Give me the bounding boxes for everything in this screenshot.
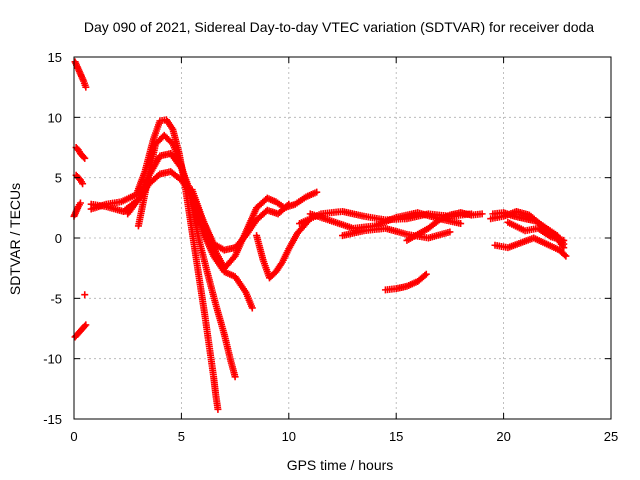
data-point	[422, 270, 430, 278]
data-point	[560, 236, 568, 244]
data-point	[421, 271, 429, 279]
x-tick-label: 20	[496, 429, 510, 444]
data-point	[313, 188, 321, 196]
data-point	[446, 228, 454, 236]
x-tick-label: 15	[389, 429, 403, 444]
data-point	[80, 153, 88, 161]
data-point	[561, 251, 569, 259]
series-arc-start-neg	[71, 321, 90, 341]
x-tick-label: 0	[70, 429, 77, 444]
data-point	[79, 180, 87, 188]
data-point	[81, 322, 89, 330]
data-point	[248, 304, 256, 312]
data-point	[76, 199, 84, 207]
x-tick-label: 5	[178, 429, 185, 444]
data-point	[457, 220, 465, 228]
x-tick-label: 25	[604, 429, 618, 444]
data-point	[81, 154, 89, 162]
series-arc-dip-mid	[253, 217, 312, 282]
grid	[74, 57, 611, 419]
series-arc-start-dot	[81, 291, 89, 299]
series-arc-negative-short	[381, 270, 430, 294]
series-arc-middle-band-3	[339, 224, 454, 242]
data-point	[560, 244, 568, 252]
y-axis-label: SDTVAR / TECUs	[7, 183, 23, 295]
series-arc-dip-valley	[188, 186, 321, 272]
series-arc-end-4	[504, 218, 568, 244]
y-tick-label: 0	[55, 231, 62, 246]
axis-ticks	[73, 56, 612, 420]
y-tick-label: 15	[48, 50, 62, 65]
data-point	[82, 83, 90, 91]
y-tick-label: -10	[43, 352, 62, 367]
data-point	[82, 321, 90, 329]
data-point	[214, 405, 222, 413]
data-point	[81, 291, 89, 299]
series-arc-middle-band-4	[403, 209, 486, 244]
data-point	[478, 210, 486, 218]
y-tick-label: -5	[50, 291, 62, 306]
data-point	[231, 373, 239, 381]
y-tick-label: 10	[48, 110, 62, 125]
y-tick-label: 5	[55, 171, 62, 186]
series-arc-end-2	[491, 234, 570, 260]
x-tick-label: 10	[282, 429, 296, 444]
series-arc-start-mid	[72, 144, 89, 162]
y-tick-labels: -15 -10 -5 0 5 10 15	[43, 50, 62, 427]
y-tick-label: -15	[43, 412, 62, 427]
data-point	[562, 252, 570, 260]
x-tick-labels: 0 5 10 15 20 25	[70, 429, 618, 444]
x-axis-label: GPS time / hours	[287, 457, 394, 473]
chart-title: Day 090 of 2021, Sidereal Day-to-day VTE…	[84, 19, 594, 35]
data-points	[70, 58, 570, 413]
